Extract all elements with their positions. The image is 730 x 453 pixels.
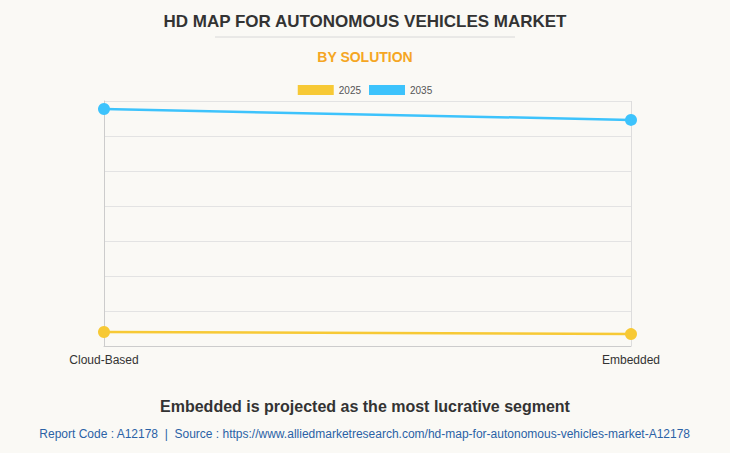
svg-text:Embedded is projected as the m: Embedded is projected as the most lucrat…: [160, 398, 571, 415]
svg-text:2035: 2035: [410, 85, 433, 96]
svg-text:Cloud-Based: Cloud-Based: [69, 353, 138, 367]
svg-text:HD MAP FOR AUTONOMOUS VEHICLES: HD MAP FOR AUTONOMOUS VEHICLES MARKET: [164, 12, 568, 31]
svg-text:BY SOLUTION: BY SOLUTION: [317, 49, 412, 65]
svg-text:Embedded: Embedded: [602, 353, 660, 367]
svg-text:Report Code : A12178 | Sourc: Report Code : A12178 | Source : https://…: [39, 427, 690, 441]
svg-text:2025: 2025: [339, 85, 362, 96]
